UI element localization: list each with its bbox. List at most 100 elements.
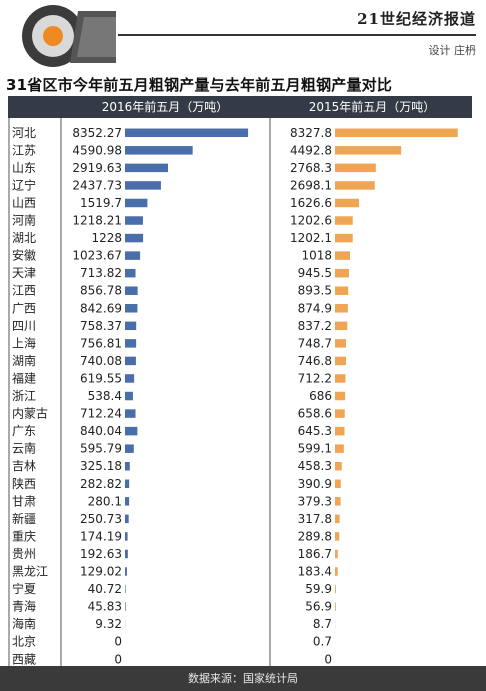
bar-2015 (335, 286, 349, 295)
province-label: 甘肃 (12, 494, 36, 508)
bar-2015 (335, 426, 345, 436)
province-label: 海南 (12, 616, 36, 631)
bar-2016 (125, 304, 138, 313)
value-label-2016: 250.73 (80, 512, 122, 526)
province-label: 辽宁 (12, 177, 36, 192)
bar-2016 (125, 409, 136, 418)
province-label: 湖南 (12, 353, 36, 368)
bar-2015 (335, 128, 458, 138)
value-label-2015: 874.9 (298, 301, 332, 315)
value-label-2015: 945.5 (298, 266, 332, 280)
value-label-2016: 740.08 (80, 354, 122, 368)
value-label-2016: 1023.67 (72, 249, 122, 263)
value-label-2016: 842.69 (80, 301, 122, 315)
value-label-2015: 379.3 (298, 494, 332, 508)
value-label-2015: 0 (324, 652, 332, 666)
province-label: 江苏 (12, 143, 36, 157)
value-label-2016: 0 (114, 635, 122, 649)
bar-2016 (125, 514, 129, 524)
bar-2015 (335, 321, 348, 331)
value-label-2016: 9.32 (95, 617, 122, 631)
bar-2016 (125, 339, 137, 348)
value-label-2015: 56.9 (305, 600, 332, 614)
value-label-2015: 317.8 (298, 512, 332, 526)
value-label-2015: 645.3 (298, 424, 332, 438)
value-label-2015: 1202.1 (290, 231, 332, 245)
bar-2015 (335, 461, 342, 471)
value-label-2016: 0 (114, 652, 122, 666)
province-label: 广西 (12, 301, 36, 315)
bar-2015 (335, 514, 340, 524)
bar-2016 (125, 233, 144, 243)
province-label: 山东 (12, 161, 36, 175)
value-label-2016: 192.63 (80, 547, 122, 561)
bar-2015 (335, 497, 341, 506)
value-label-2016: 1228 (91, 231, 122, 245)
value-label-2015: 2768.3 (290, 161, 332, 175)
bar-2016 (125, 391, 133, 401)
bar-2015 (335, 216, 353, 225)
bar-2016 (125, 532, 128, 541)
bar-2016 (125, 251, 141, 260)
bar-2015 (335, 444, 344, 453)
value-label-2016: 282.82 (80, 477, 122, 491)
value-label-2016: 325.18 (80, 459, 122, 473)
bar-2015 (335, 567, 338, 576)
bar-2016 (125, 461, 130, 471)
brand-rule (118, 34, 476, 36)
bar-2015 (335, 233, 353, 243)
value-label-2015: 2698.1 (290, 178, 332, 192)
province-label: 黑龙江 (12, 565, 48, 579)
province-label: 上海 (12, 335, 36, 350)
value-label-2015: 1626.6 (290, 196, 332, 210)
value-label-2015: 1202.6 (290, 214, 332, 228)
value-label-2016: 712.24 (80, 407, 122, 421)
province-label: 宁夏 (12, 581, 36, 596)
bar-2015 (335, 549, 338, 559)
source-footer: 数据来源：国家统计局 (0, 666, 486, 691)
bar-2016 (125, 356, 136, 366)
bar-2016 (125, 374, 135, 383)
column-header-band: 2016年前五月（万吨） 2015年前五月（万吨） (8, 96, 472, 118)
bar-2016 (125, 268, 136, 278)
bar-2015 (335, 584, 336, 594)
bar-2015 (335, 163, 376, 173)
province-label: 江西 (12, 284, 36, 298)
value-label-2015: 186.7 (298, 547, 332, 561)
bar-2015 (335, 304, 348, 313)
value-label-2015: 289.8 (298, 529, 332, 543)
province-label: 西藏 (12, 652, 36, 666)
value-label-2016: 1519.7 (80, 196, 122, 210)
value-label-2015: 183.4 (298, 565, 332, 579)
value-label-2015: 390.9 (298, 477, 332, 491)
province-label: 安徽 (12, 248, 36, 263)
column-title-2015: 2015年前五月（万吨） (308, 100, 436, 114)
bar-2016 (125, 497, 130, 506)
bar-2015 (335, 356, 347, 366)
value-label-2016: 595.79 (80, 442, 122, 456)
bar-2016 (125, 567, 127, 576)
province-label: 天津 (12, 266, 36, 280)
value-label-2015: 837.2 (298, 319, 332, 333)
value-label-2016: 840.04 (80, 424, 122, 438)
bar-2015 (335, 532, 340, 541)
value-label-2016: 1218.21 (72, 214, 122, 228)
value-label-2015: 748.7 (298, 336, 332, 350)
value-label-2016: 856.78 (80, 284, 122, 298)
column-title-2016: 2016年前五月（万吨） (101, 100, 229, 114)
bar-2016 (125, 602, 126, 611)
masthead: 21世纪经济报道 设计 庄枬 (0, 0, 486, 72)
province-label: 浙江 (12, 389, 36, 403)
bar-2016 (125, 198, 148, 208)
value-label-2015: 59.9 (305, 582, 332, 596)
value-label-2015: 599.1 (298, 442, 332, 456)
value-label-2015: 4492.8 (290, 143, 332, 157)
province-label: 广东 (12, 424, 36, 438)
value-label-2015: 458.3 (298, 459, 332, 473)
province-label: 河南 (12, 213, 36, 228)
province-label: 福建 (12, 370, 36, 385)
value-label-2015: 1018 (301, 249, 332, 263)
province-label: 河北 (12, 126, 36, 140)
chart-title: 31省区市今年前五月粗钢产量与去年前五月粗钢产量对比 (6, 76, 393, 94)
bar-2016 (125, 321, 137, 331)
